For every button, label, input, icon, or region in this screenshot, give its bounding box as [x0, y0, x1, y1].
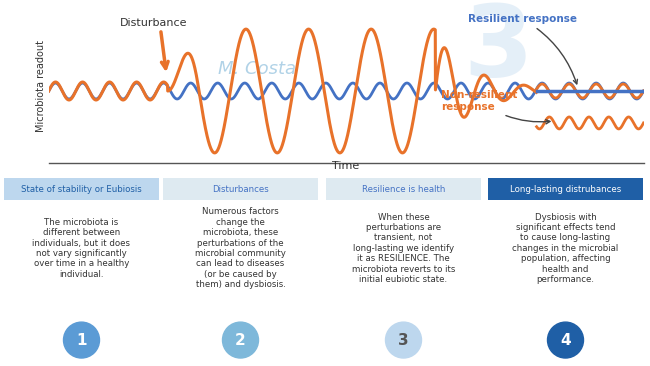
Text: Time: Time [333, 161, 359, 171]
FancyBboxPatch shape [326, 179, 481, 201]
Text: Numerous factors
change the
microbiota, these
perturbations of the
microbial com: Numerous factors change the microbiota, … [195, 208, 286, 289]
Y-axis label: Microbiota readout: Microbiota readout [36, 40, 46, 132]
Text: 2: 2 [235, 333, 246, 348]
Circle shape [385, 322, 421, 358]
Text: Non-resilient
response: Non-resilient response [441, 90, 550, 124]
Circle shape [547, 322, 584, 358]
Text: The microbiota is
different between
individuals, but it does
not vary significan: The microbiota is different between indi… [32, 218, 131, 279]
Text: Resilient response: Resilient response [468, 14, 577, 84]
Text: 3: 3 [398, 333, 409, 348]
Text: 3: 3 [463, 1, 532, 98]
FancyBboxPatch shape [488, 179, 643, 201]
Text: Disturbance: Disturbance [120, 18, 188, 28]
Text: Dysbiosis with
significant effects tend
to cause long-lasting
changes in the mic: Dysbiosis with significant effects tend … [512, 213, 619, 284]
Text: Long-lasting distrubances: Long-lasting distrubances [510, 185, 621, 194]
Text: State of stability or Eubiosis: State of stability or Eubiosis [21, 185, 142, 194]
Text: When these
perturbations are
transient, not
long-lasting we identify
it as RESIL: When these perturbations are transient, … [352, 213, 455, 284]
Text: Disturbances: Disturbances [212, 185, 269, 194]
FancyBboxPatch shape [163, 179, 318, 201]
Text: 4: 4 [560, 333, 571, 348]
Circle shape [222, 322, 259, 358]
Text: M. Costa: M. Costa [218, 60, 296, 78]
FancyBboxPatch shape [4, 179, 159, 201]
Text: 1: 1 [76, 333, 86, 348]
Circle shape [64, 322, 99, 358]
Text: Resilience is health: Resilience is health [362, 185, 445, 194]
